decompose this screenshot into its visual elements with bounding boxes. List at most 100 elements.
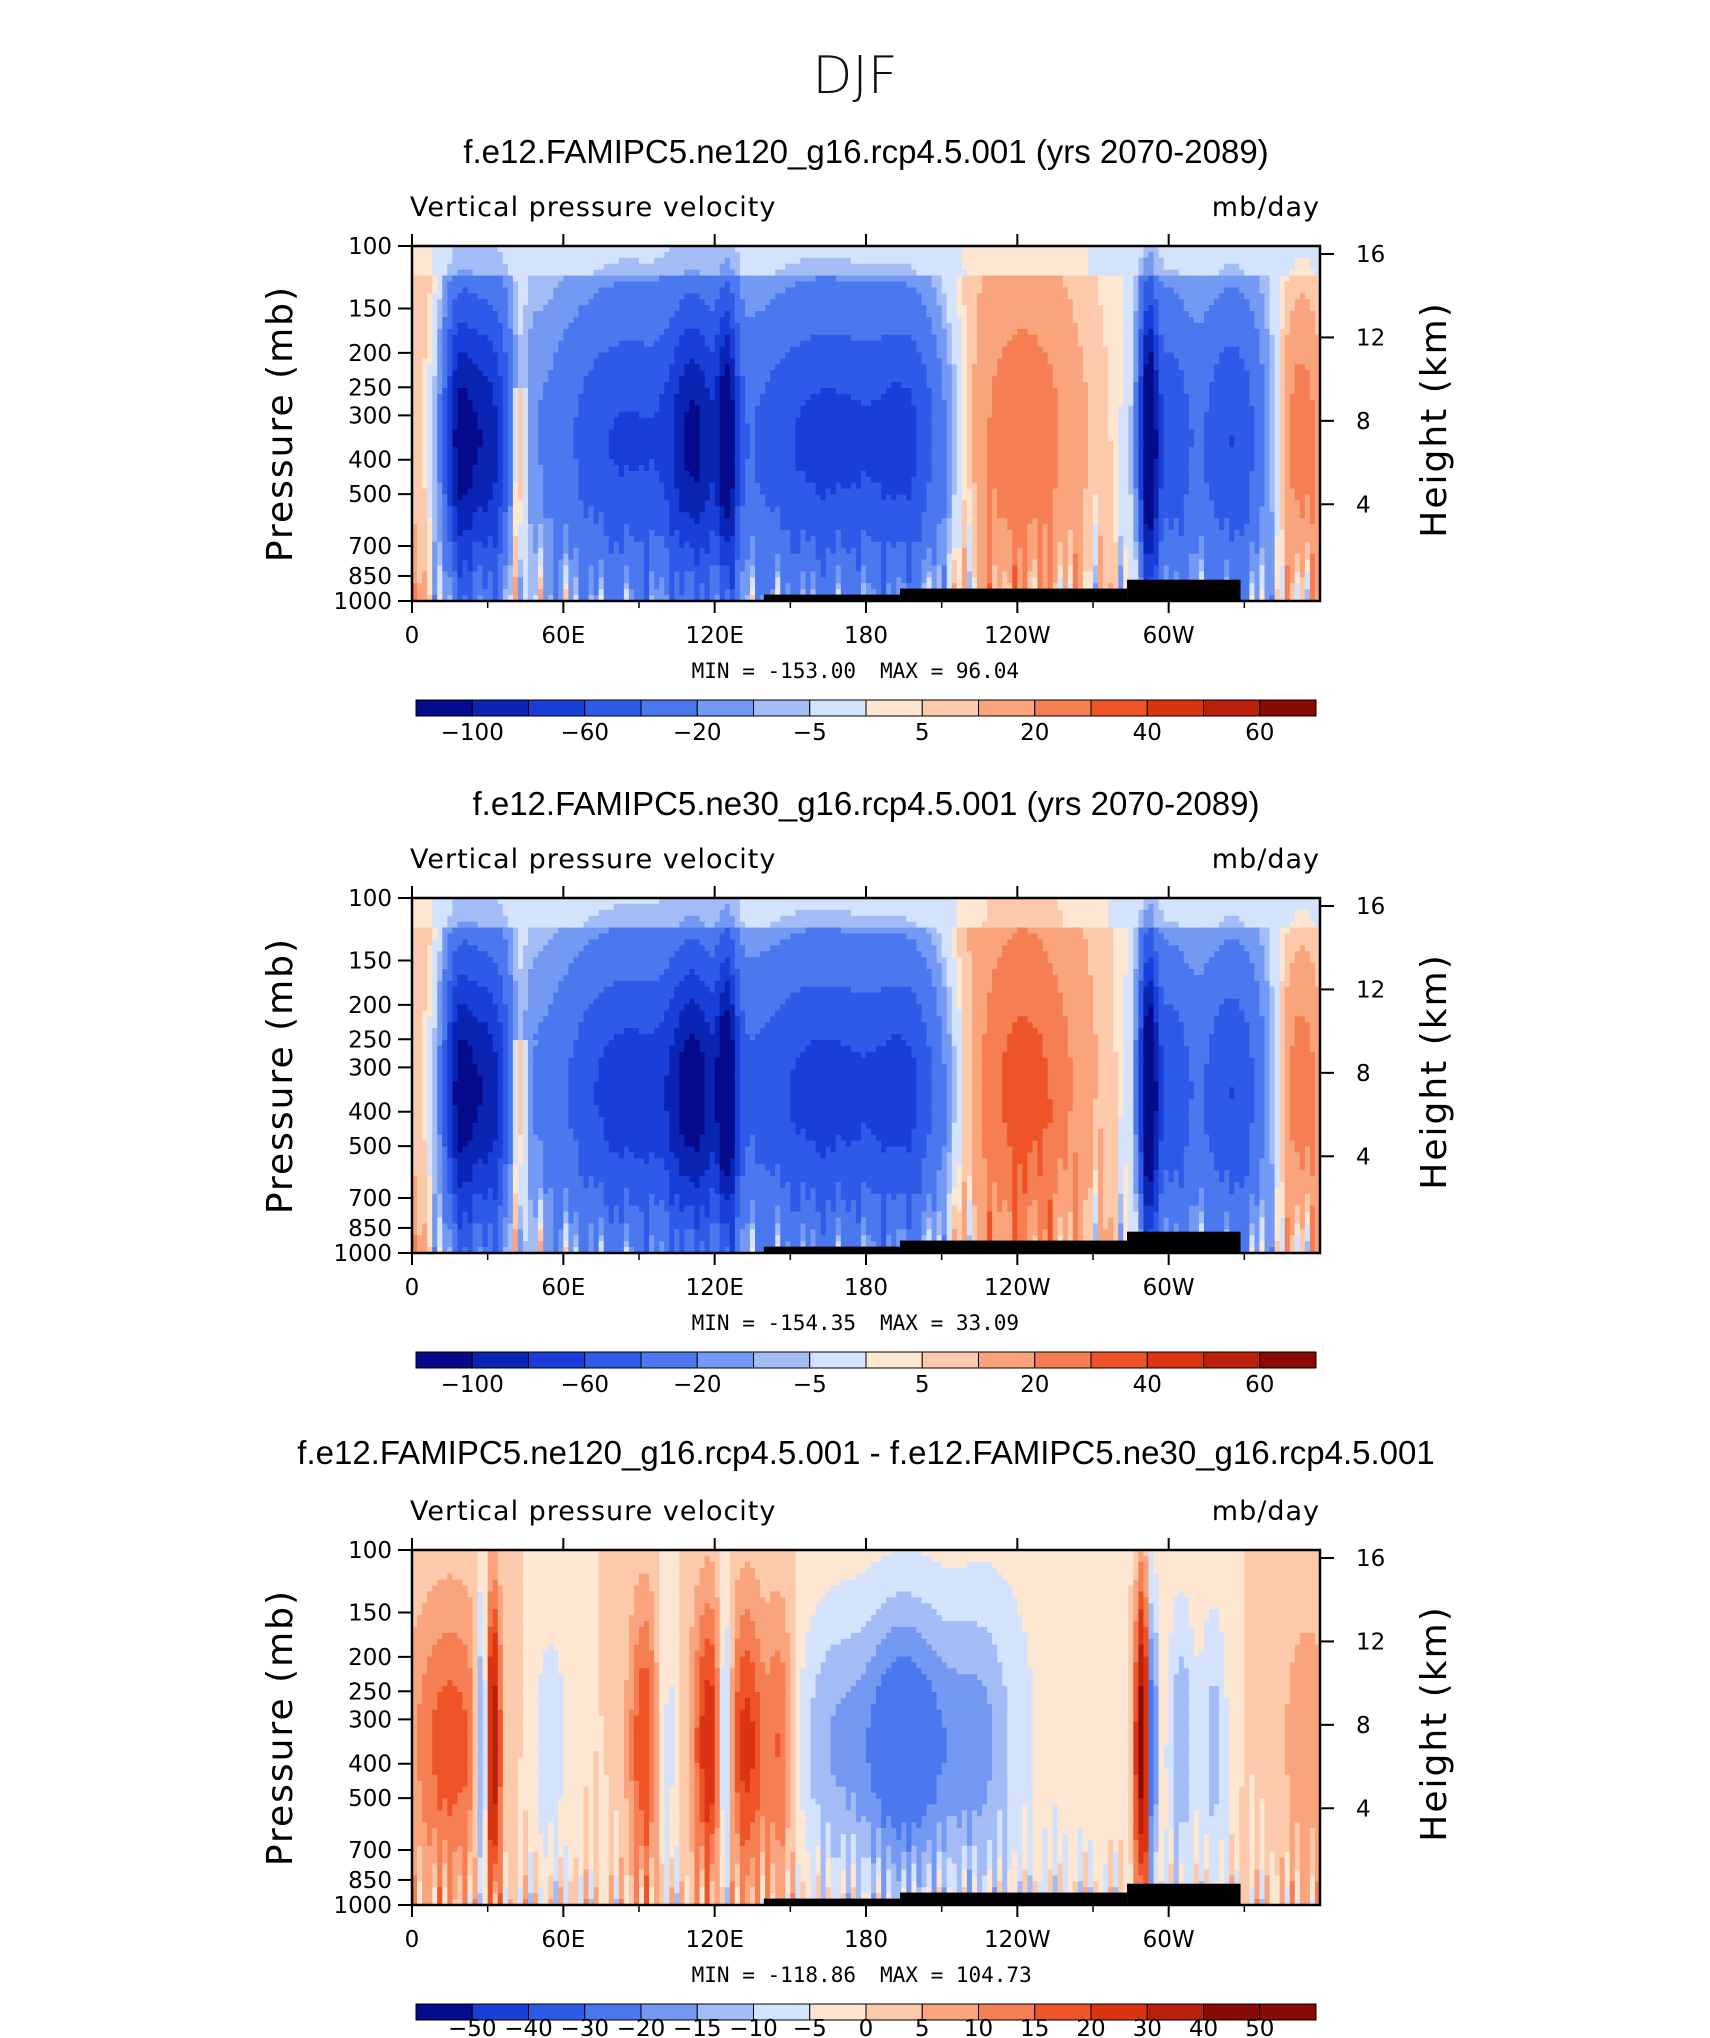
heatmap-cell: [775, 311, 781, 318]
heatmap-cell: [815, 275, 822, 283]
heatmap-cell: [649, 334, 655, 342]
heatmap-cell: [427, 340, 433, 348]
heatmap-cell: [866, 322, 872, 330]
heatmap-cell: [1209, 370, 1215, 377]
heatmap-cell: [583, 275, 590, 283]
heatmap-cell: [795, 251, 802, 259]
heatmap-cell: [1047, 370, 1054, 377]
heatmap-cell: [785, 317, 791, 324]
heatmap-cell: [1108, 358, 1114, 365]
heatmap-cell: [1314, 269, 1321, 277]
heatmap-cell: [956, 269, 963, 277]
heatmap-cell: [487, 317, 494, 324]
heatmap-cell: [871, 352, 877, 360]
heatmap-cell: [845, 275, 852, 283]
heatmap-cell: [805, 263, 812, 271]
heatmap-cell: [588, 382, 595, 389]
heatmap-cell: [1072, 370, 1079, 377]
heatmap-cell: [734, 263, 741, 271]
heatmap-cell: [1133, 370, 1139, 377]
heatmap-cell: [850, 376, 857, 383]
heatmap-cell: [659, 334, 665, 342]
heatmap-cell: [1234, 269, 1240, 277]
heatmap-cell: [860, 352, 867, 360]
heatmap-cell: [664, 275, 670, 283]
heatmap-cell: [739, 405, 746, 413]
heatmap-cell: [507, 281, 514, 289]
heatmap-cell: [1168, 293, 1175, 300]
heatmap-cell: [1198, 275, 1205, 283]
heatmap-cell: [749, 405, 756, 413]
heatmap-cell: [770, 317, 776, 324]
heatmap-cell: [674, 257, 680, 265]
heatmap-cell: [734, 293, 741, 300]
heatmap-cell: [608, 269, 615, 277]
heatmap-cell: [896, 328, 902, 336]
heatmap-cell: [502, 251, 509, 259]
heatmap-cell: [866, 388, 872, 395]
heatmap-cell: [679, 275, 685, 283]
heatmap-cell: [659, 257, 665, 265]
heatmap-cell: [1294, 399, 1301, 407]
heatmap-cell: [1077, 299, 1084, 306]
heatmap-cell: [633, 382, 640, 389]
heatmap-cell: [1254, 263, 1261, 271]
heatmap-cell: [492, 281, 499, 289]
heatmap-cell: [815, 251, 822, 259]
heatmap-cell: [1052, 393, 1059, 401]
heatmap-cell: [507, 334, 514, 342]
heatmap-cell: [855, 251, 862, 259]
heatmap-cell: [1289, 281, 1296, 289]
heatmap-cell: [512, 322, 519, 330]
heatmap-cell: [1037, 358, 1044, 365]
heatmap-cell: [896, 299, 902, 306]
heatmap-cell: [598, 405, 605, 413]
heatmap-cell: [639, 293, 645, 300]
heatmap-cell: [1032, 287, 1039, 294]
heatmap-cell: [432, 358, 438, 365]
heatmap-cell: [507, 275, 514, 283]
heatmap-cell: [613, 257, 620, 265]
heatmap-cell: [714, 382, 721, 389]
heatmap-cell: [684, 263, 691, 271]
heatmap-cell: [1007, 376, 1013, 383]
heatmap-cell: [729, 405, 736, 413]
heatmap-cell: [840, 281, 847, 289]
heatmap-cell: [739, 305, 746, 312]
heatmap-cell: [674, 293, 680, 300]
heatmap-cell: [598, 281, 605, 289]
heatmap-cell: [613, 388, 620, 395]
heatmap-cell: [719, 340, 726, 348]
heatmap-cell: [770, 364, 776, 371]
heatmap-cell: [1229, 352, 1235, 360]
heatmap-cell: [568, 251, 575, 259]
heatmap-cell: [507, 246, 514, 253]
heatmap-cell: [845, 358, 852, 365]
heatmap-cell: [578, 370, 585, 377]
heatmap-cell: [1017, 388, 1023, 395]
heatmap-cell: [1188, 263, 1195, 271]
heatmap-cell: [961, 388, 968, 395]
heatmap-cell: [1148, 334, 1155, 342]
heatmap-cell: [911, 376, 918, 383]
heatmap-cell: [1158, 305, 1165, 312]
heatmap-cell: [886, 340, 892, 348]
heatmap-cell: [770, 405, 776, 413]
heatmap-cell: [487, 364, 494, 371]
heatmap-cell: [1244, 322, 1250, 330]
heatmap-cell: [457, 281, 464, 289]
heatmap-cell: [1183, 393, 1190, 401]
heatmap-cell: [639, 305, 645, 312]
heatmap-cell: [835, 257, 842, 265]
heatmap-cell: [487, 311, 494, 318]
heatmap-cell: [583, 340, 590, 348]
heatmap-cell: [714, 388, 721, 395]
heatmap-cell: [760, 305, 766, 312]
heatmap-cell: [790, 305, 796, 312]
heatmap-cell: [1309, 293, 1316, 300]
heatmap-cell: [775, 287, 781, 294]
heatmap-cell: [528, 257, 534, 265]
heatmap-cell: [1153, 346, 1160, 354]
heatmap-cell: [830, 346, 837, 354]
heatmap-cell: [482, 399, 489, 407]
